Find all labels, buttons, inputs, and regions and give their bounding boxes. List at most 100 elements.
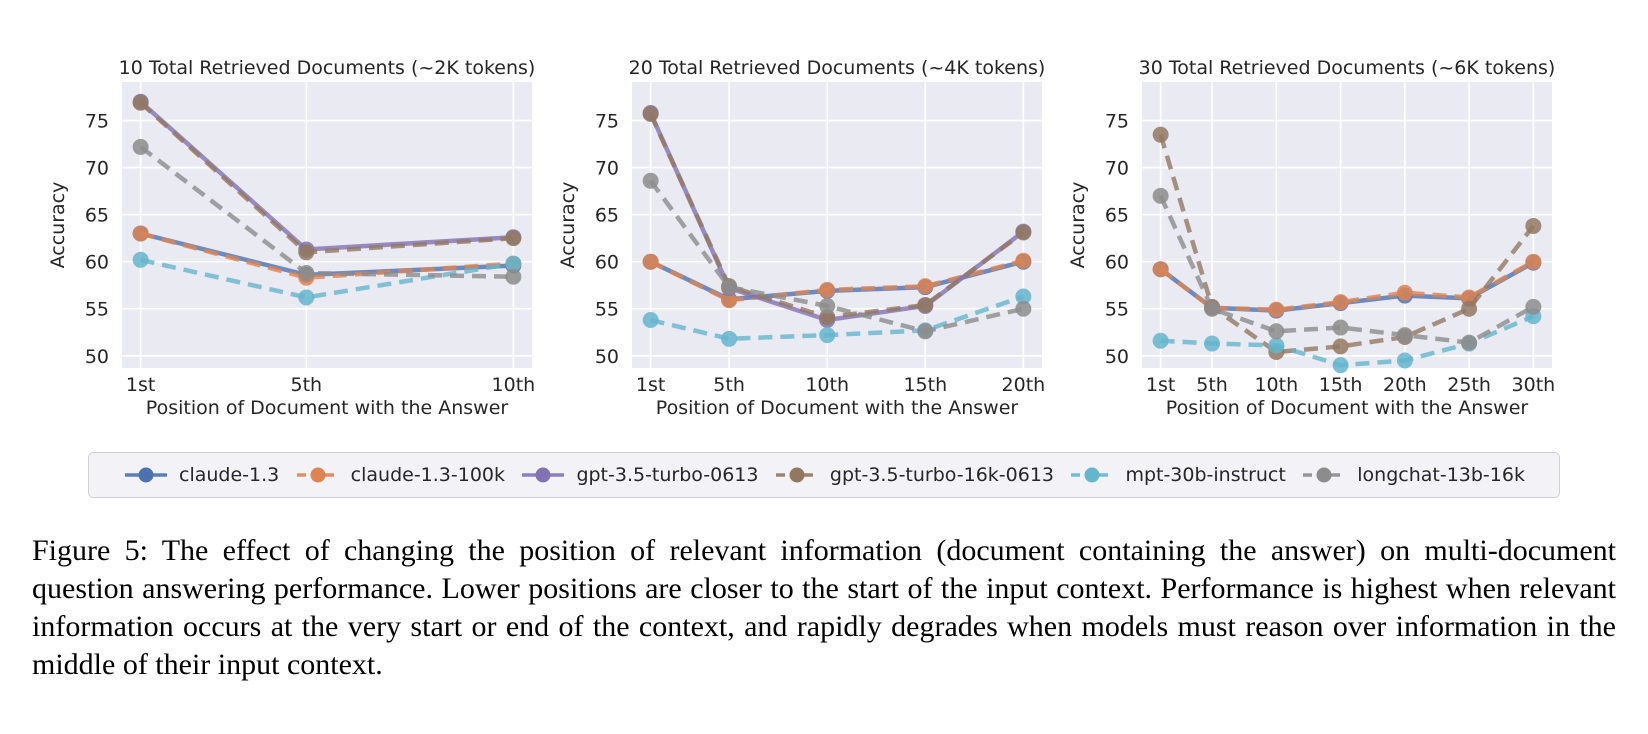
- data-point: [1461, 334, 1478, 351]
- plot-area: [122, 82, 532, 368]
- x-tick-label: 20th: [1383, 374, 1427, 396]
- data-point: [1396, 352, 1413, 369]
- data-point: [132, 251, 149, 268]
- data-point: [1152, 187, 1169, 204]
- y-tick-label: 70: [85, 158, 109, 180]
- legend-dot: [1084, 467, 1100, 483]
- series-mpt-30b-instruct: [132, 251, 522, 306]
- x-tick-label: 15th: [1319, 374, 1363, 396]
- legend-label: claude-1.3-100k: [350, 464, 506, 486]
- data-point: [132, 225, 149, 242]
- data-point: [721, 330, 738, 347]
- data-point: [721, 292, 738, 309]
- y-tick-label: 70: [1105, 158, 1129, 180]
- x-tick-label: 15th: [903, 374, 947, 396]
- data-point: [917, 323, 934, 340]
- data-point: [1204, 300, 1221, 317]
- series-longchat-13b-16k: [132, 138, 522, 285]
- y-tick-label: 50: [1105, 346, 1129, 368]
- data-point: [1204, 335, 1221, 352]
- y-tick-label: 55: [1105, 299, 1129, 321]
- legend-dot: [138, 467, 154, 483]
- y-tick-label: 60: [1105, 252, 1129, 274]
- x-tick-label: 5th: [713, 374, 745, 396]
- x-tick-label: 10th: [805, 374, 849, 396]
- legend-item-gpt-3.5-turbo-16k-0613: gpt-3.5-turbo-16k-0613: [774, 464, 1054, 486]
- legend-item-gpt-3.5-turbo-0613: gpt-3.5-turbo-0613: [520, 464, 759, 486]
- data-point: [1396, 327, 1413, 344]
- data-point: [132, 138, 149, 155]
- data-point: [298, 289, 315, 306]
- y-tick-label: 75: [595, 111, 619, 133]
- legend-marker-icon: [522, 467, 565, 483]
- x-tick-label: 25th: [1447, 374, 1491, 396]
- data-point: [819, 297, 836, 314]
- x-axis-label: Position of Document with the Answer: [146, 397, 509, 419]
- y-tick-label: 75: [85, 111, 109, 133]
- data-point: [1268, 301, 1285, 318]
- data-point: [1015, 252, 1032, 269]
- chart-panel-3: 50 55 60 65 70 75 1st 5th 10th 15th 20th 25th 30th 30…: [1067, 57, 1556, 419]
- data-point: [505, 255, 522, 272]
- x-tick-label: 5th: [1196, 374, 1228, 396]
- series-longchat-13b-16k: [1152, 187, 1542, 351]
- data-point: [298, 244, 315, 261]
- legend-item-claude-1.3: claude-1.3: [123, 464, 279, 486]
- y-tick-label: 60: [85, 252, 109, 274]
- plot-area: [1142, 82, 1552, 368]
- x-tick-label: 5th: [290, 374, 322, 396]
- y-axis-label: Accuracy: [47, 182, 69, 269]
- data-point: [1525, 298, 1542, 315]
- legend-dot: [310, 467, 326, 483]
- legend-marker-icon: [1303, 467, 1346, 483]
- legend-label: mpt-30b-instruct: [1125, 464, 1286, 486]
- legend-marker-icon: [296, 467, 339, 483]
- y-axis-label: Accuracy: [1067, 182, 1089, 269]
- data-point: [1332, 319, 1349, 336]
- data-point: [1152, 126, 1169, 143]
- legend-label: longchat-13b-16k: [1357, 464, 1525, 486]
- data-point: [819, 327, 836, 344]
- x-axis-label: Position of Document with the Answer: [656, 397, 1019, 419]
- y-tick-label: 65: [595, 205, 619, 227]
- x-axis-label: Position of Document with the Answer: [1166, 397, 1529, 419]
- chart-title: 30 Total Retrieved Documents (~6K tokens…: [1139, 58, 1556, 79]
- legend-dot: [789, 467, 805, 483]
- data-point: [1015, 288, 1032, 305]
- y-tick-label: 50: [595, 346, 619, 368]
- data-point: [819, 281, 836, 298]
- figure-caption: Figure 5: The effect of changing the pos…: [32, 534, 1616, 681]
- series-claude-1.3-100k: [642, 252, 1032, 309]
- series-line: [140, 257, 514, 300]
- legend-item-mpt-30b-instruct: mpt-30b-instruct: [1069, 464, 1286, 486]
- x-tick-label: 10th: [1254, 374, 1298, 396]
- legend-label: gpt-3.5-turbo-16k-0613: [829, 464, 1055, 486]
- data-point: [1268, 337, 1285, 354]
- data-point: [1152, 261, 1169, 278]
- y-tick-label: 70: [595, 158, 619, 180]
- data-point: [1015, 224, 1032, 241]
- x-tick-label: 10th: [492, 374, 536, 396]
- y-tick-label: 60: [595, 252, 619, 274]
- series-longchat-13b-16k: [642, 172, 1032, 340]
- data-point: [1152, 332, 1169, 349]
- x-tick-label: 30th: [1512, 374, 1556, 396]
- y-tick-label: 55: [595, 299, 619, 321]
- data-point: [1332, 357, 1349, 374]
- legend-dot: [535, 467, 551, 483]
- chart-panel-2: 50 55 60 65 70 75 1st 5th 10th 15th 20th 20 Total R…: [557, 57, 1046, 419]
- data-point: [1461, 300, 1478, 317]
- legend: claude-1.3 claude-1.3-100k gpt-3.5-turbo-0…: [88, 452, 1560, 498]
- data-point: [642, 172, 659, 189]
- legend-label: claude-1.3: [179, 464, 280, 486]
- data-point: [819, 309, 836, 326]
- legend-item-longchat-13b-16k: longchat-13b-16k: [1301, 464, 1525, 486]
- series-gpt-3.5-turbo-16k-0613: [642, 105, 1032, 326]
- legend-dot: [1316, 467, 1332, 483]
- y-tick-label: 55: [85, 299, 109, 321]
- legend-label: gpt-3.5-turbo-0613: [576, 464, 759, 486]
- data-point: [1332, 338, 1349, 355]
- y-axis-label: Accuracy: [557, 182, 579, 269]
- x-tick-label: 20th: [1002, 374, 1046, 396]
